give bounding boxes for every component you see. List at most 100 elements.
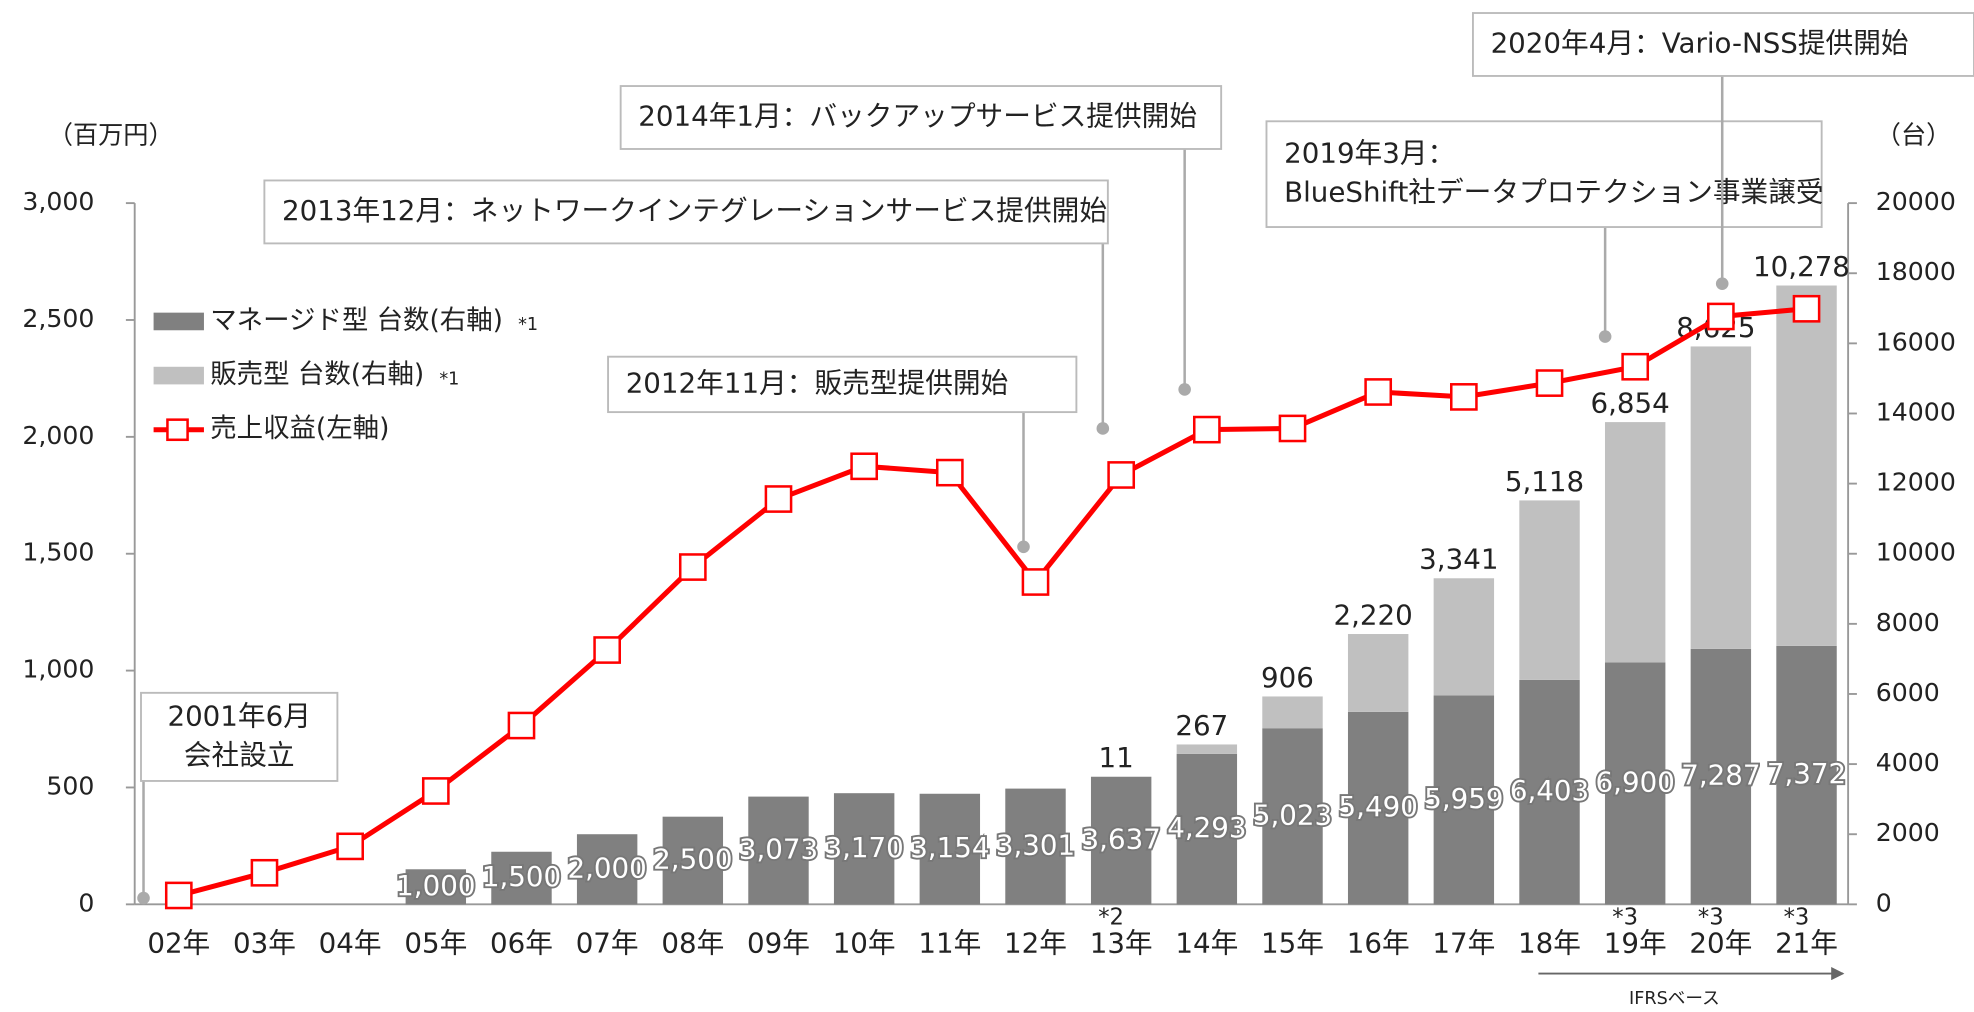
y2-tick-label: 0 <box>1876 888 1892 917</box>
bar-value-label: 2,220 <box>1334 598 1413 631</box>
y-tick-label: 2,500 <box>22 304 94 333</box>
annotation-text: 2020年4月：Vario-NSS提供開始 <box>1491 26 1909 59</box>
line-marker <box>1794 296 1819 321</box>
bar-value-label: 3,637 <box>1082 823 1161 856</box>
annotation-dot <box>1716 277 1729 290</box>
x-tick-label: 20年 <box>1689 927 1752 960</box>
x-tick-label: 16年 <box>1347 927 1410 960</box>
annotation-text: 2013年12月：ネットワークインテグレーションサービス提供開始 <box>282 194 1107 227</box>
y2-tick-label: 16000 <box>1876 327 1956 356</box>
line-marker <box>1109 462 1134 487</box>
category-note: *3 <box>1784 905 1810 931</box>
line-marker <box>766 486 791 511</box>
line-marker <box>852 454 877 479</box>
y-tick-label: 3,000 <box>22 187 94 216</box>
bar-value-label: 3,073 <box>739 832 818 865</box>
x-tick-label: 02年 <box>147 927 210 960</box>
x-tick-label: 18年 <box>1518 927 1581 960</box>
line-marker <box>423 778 448 803</box>
bar-value-label: 3,301 <box>996 828 1075 861</box>
category-note: *3 <box>1698 905 1724 931</box>
bar <box>1262 696 1322 728</box>
legend-label: 販売型 台数(右軸) <box>210 359 424 390</box>
bar-value-label: 6,900 <box>1596 765 1675 798</box>
category-note: *3 <box>1612 905 1638 931</box>
x-tick-label: 04年 <box>319 927 382 960</box>
bar <box>1434 578 1494 695</box>
x-tick-label: 10年 <box>833 927 896 960</box>
bar-value-label: 10,278 <box>1753 250 1850 283</box>
annotation-dot <box>1599 330 1612 343</box>
y2-tick-label: 4000 <box>1876 748 1940 777</box>
x-tick-label: 09年 <box>747 927 810 960</box>
bar-value-label: 6,403 <box>1510 774 1589 807</box>
bar <box>1177 744 1237 753</box>
line-marker <box>1451 384 1476 409</box>
line-marker <box>1623 354 1648 379</box>
x-tick-label: 14年 <box>1175 927 1238 960</box>
bar-value-label: 2,000 <box>568 851 647 884</box>
annotation-dot <box>1178 383 1191 396</box>
bar <box>1691 346 1751 648</box>
right-unit: （台） <box>1876 120 1951 149</box>
bar-value-label: 6,854 <box>1591 386 1670 419</box>
annotation-text: 2012年11月：販売型提供開始 <box>626 366 1009 399</box>
y2-tick-label: 20000 <box>1876 187 1956 216</box>
bar-value-label: 7,287 <box>1681 759 1760 792</box>
bar-value-label: 5,959 <box>1424 782 1503 815</box>
y2-tick-label: 10000 <box>1876 538 1956 567</box>
annotation-text: 2001年6月 <box>167 699 310 732</box>
bar-value-label: 5,490 <box>1339 790 1418 823</box>
legend-swatch <box>154 313 204 331</box>
bar <box>1348 634 1408 712</box>
left-unit: （百万円） <box>48 120 174 149</box>
bar <box>1605 422 1665 662</box>
y2-tick-label: 18000 <box>1876 257 1956 286</box>
legend-label: マネージド型 台数(右軸) <box>210 305 503 336</box>
bar <box>1519 500 1579 679</box>
line-marker <box>1537 371 1562 396</box>
bar-value-label: 3,341 <box>1419 543 1498 576</box>
bar-value-label: 2,500 <box>653 843 732 876</box>
bar-value-label: 906 <box>1261 661 1314 694</box>
y-tick-label: 500 <box>46 771 94 800</box>
bar-value-label: 3,154 <box>910 831 989 864</box>
y2-tick-label: 8000 <box>1876 608 1940 637</box>
bar <box>1776 286 1836 646</box>
y2-tick-label: 2000 <box>1876 818 1940 847</box>
x-tick-label: 13年 <box>1090 927 1153 960</box>
line-marker <box>1708 304 1733 329</box>
bar-value-label: 7,372 <box>1767 757 1846 790</box>
annotation-dot <box>137 892 150 905</box>
legend-swatch <box>154 367 204 385</box>
bar-value-label: 1,000 <box>396 869 475 902</box>
line-marker <box>1280 416 1305 441</box>
annotation-dot <box>1017 541 1030 554</box>
y2-tick-label: 12000 <box>1876 468 1956 497</box>
line-marker <box>509 713 534 738</box>
y-tick-label: 0 <box>78 888 94 917</box>
legend-note: *1 <box>439 369 459 389</box>
x-tick-label: 12年 <box>1004 927 1067 960</box>
y-tick-label: 2,000 <box>22 421 94 450</box>
bar-value-label: 1,500 <box>482 860 561 893</box>
category-note: *2 <box>1098 905 1124 931</box>
bar-value-label: 5,118 <box>1505 465 1584 498</box>
bar-value-label: 11 <box>1099 741 1134 774</box>
annotation-text: BlueShift社データプロテクション事業譲受 <box>1284 176 1824 209</box>
range-note: IFRSベース <box>1629 989 1720 1008</box>
x-tick-label: 07年 <box>576 927 639 960</box>
x-tick-label: 19年 <box>1604 927 1667 960</box>
line-marker <box>338 834 363 859</box>
x-tick-label: 05年 <box>404 927 467 960</box>
x-tick-label: 17年 <box>1432 927 1495 960</box>
y-tick-label: 1,000 <box>22 655 94 684</box>
annotation-dot <box>1097 422 1110 435</box>
annotation-text: 会社設立 <box>184 738 295 771</box>
annotation-text: 2014年1月：バックアップサービス提供開始 <box>638 100 1197 133</box>
x-tick-label: 08年 <box>661 927 724 960</box>
bar-value-label: 4,293 <box>1167 811 1246 844</box>
legend-note: *1 <box>518 315 538 335</box>
x-tick-label: 06年 <box>490 927 553 960</box>
